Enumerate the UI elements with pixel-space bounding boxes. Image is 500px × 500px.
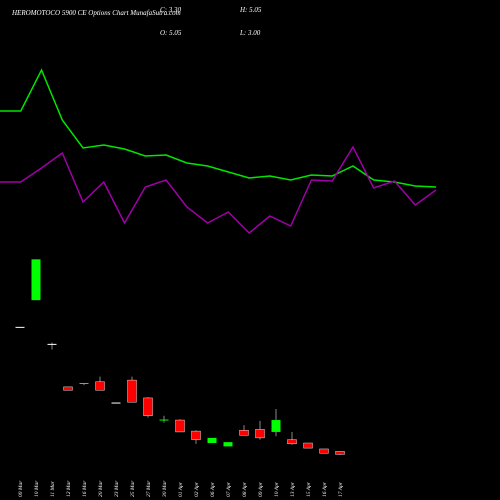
- x-tick-label: 10 Apr: [274, 481, 280, 497]
- x-tick-label: 16 Mar: [82, 480, 88, 497]
- high-label: H: 5.05: [239, 6, 262, 14]
- indicator-line: [0, 145, 437, 235]
- x-tick-label: 27 Mar: [146, 480, 152, 497]
- x-tick-label: 13 Apr: [290, 481, 296, 497]
- close-label: C: 3.30: [160, 6, 182, 14]
- x-tick-label: 02 Apr: [194, 481, 200, 497]
- candle-body: [223, 442, 233, 447]
- candle-body: [335, 451, 345, 455]
- low-label: L: 3.00: [239, 29, 261, 37]
- candle-body: [31, 259, 41, 301]
- x-tick-label: 20 Mar: [98, 480, 104, 497]
- candle-body: [319, 448, 329, 454]
- x-tick-label: 12 Mar: [66, 480, 72, 497]
- candle-body: [47, 343, 57, 345]
- candle-body: [239, 430, 249, 436]
- x-tick-label: 25 Mar: [130, 480, 136, 497]
- x-tick-label: 16 Apr: [322, 481, 328, 497]
- candle-body: [159, 419, 169, 421]
- x-tick-label: 01 Apr: [178, 481, 184, 497]
- candle-body: [303, 442, 313, 449]
- x-tick-label: 07 Apr: [226, 481, 232, 497]
- x-tick-label: 09 Mar: [18, 480, 24, 497]
- chart-title: HEROMOTOCO 5900 CE Options Chart MunafaS…: [11, 9, 181, 17]
- candle-body: [127, 379, 137, 403]
- candle-body: [287, 439, 297, 445]
- x-tick-label: 08 Apr: [242, 481, 248, 497]
- candle-body: [95, 381, 105, 391]
- x-tick-label: 15 Apr: [306, 481, 312, 497]
- candle-body: [111, 402, 121, 404]
- x-tick-label: 11 Mar: [50, 480, 56, 497]
- candle-body: [79, 382, 89, 384]
- candle-body: [143, 397, 153, 416]
- x-tick-label: 10 Mar: [34, 480, 40, 497]
- candle-body: [175, 419, 185, 433]
- candle-body: [207, 437, 217, 443]
- candle-body: [255, 429, 265, 439]
- x-tick-label: 17 Apr: [338, 481, 344, 497]
- candle-body: [271, 420, 281, 432]
- x-tick-label: 06 Apr: [210, 481, 216, 497]
- open-label: O: 5.05: [160, 29, 182, 37]
- x-tick-label: 30 Mar: [162, 480, 168, 498]
- candle-body: [63, 386, 73, 391]
- x-tick-label: 09 Apr: [258, 481, 264, 497]
- candle-body: [15, 326, 25, 328]
- candle-body: [191, 430, 201, 440]
- indicator-line: [0, 68, 437, 188]
- x-tick-label: 23 Mar: [114, 480, 120, 497]
